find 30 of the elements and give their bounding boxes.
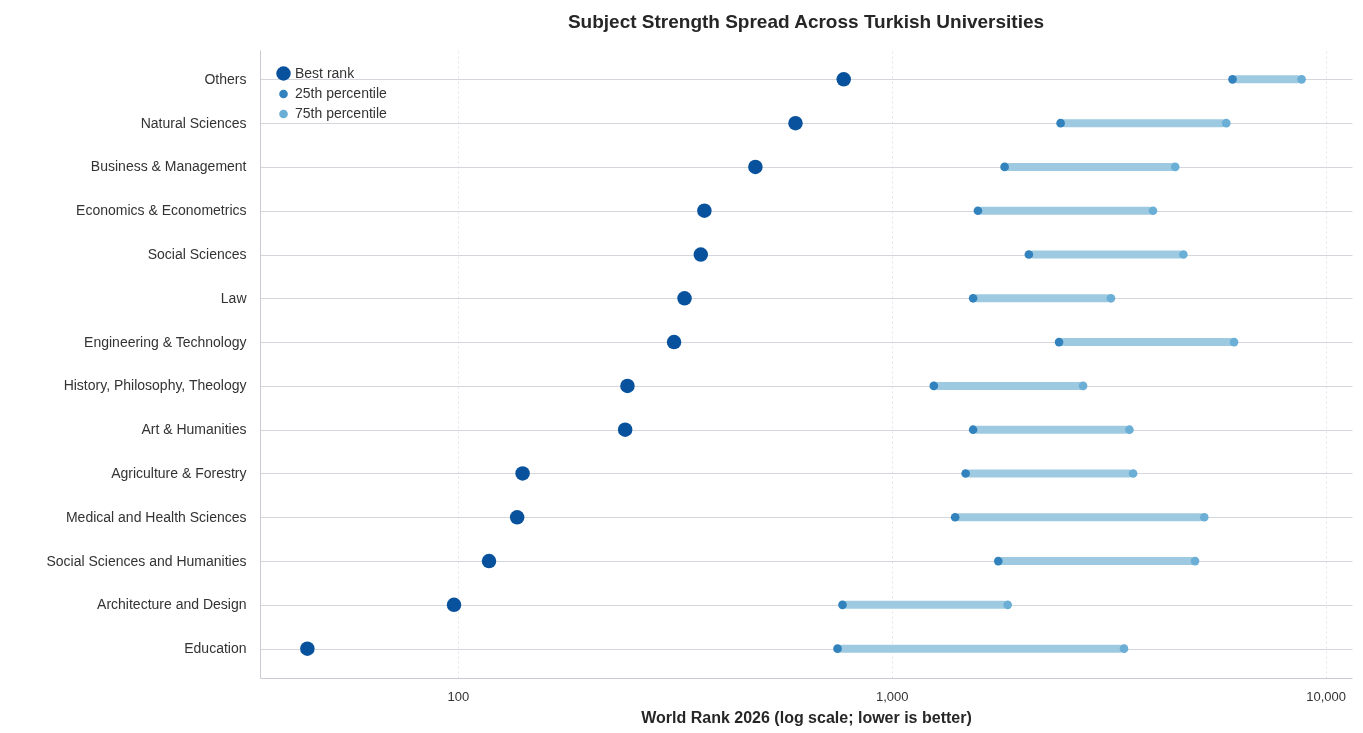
bar: [842, 600, 1008, 609]
y-tick-label: Architecture and Design: [97, 596, 247, 613]
bar: [973, 425, 1130, 434]
bar: [1060, 119, 1227, 128]
bar: [973, 294, 1111, 303]
y-tick-label: History, Philosophy, Theology: [63, 377, 247, 394]
y-tick-label: Others: [204, 70, 247, 87]
bar: [1059, 338, 1235, 347]
legend-label: 75th percentile: [295, 105, 388, 121]
legend-label: Best rank: [295, 64, 356, 81]
x-tick-label: 100: [447, 688, 470, 704]
y-tick-label: Engineering & Technology: [84, 333, 247, 350]
y-tick-label: Business & Management: [90, 158, 247, 175]
y-tick-label: Art & Humanities: [141, 421, 247, 438]
y-tick-label: Natural Sciences: [140, 114, 247, 131]
bar: [1004, 162, 1176, 171]
bar: [933, 381, 1084, 390]
y-tick-label: Social Sciences: [147, 246, 247, 263]
y-tick-label: Law: [220, 289, 248, 306]
x-axis-title: World Rank 2026 (log scale; lower is better): [641, 708, 972, 726]
x-tick-label: 10,000: [1306, 688, 1347, 704]
chart-title: Subject Strength Spread Across Turkish Universities: [567, 11, 1045, 32]
y-tick-label: Social Sciences and Humanities: [46, 552, 247, 569]
x-tick-label: 1,000: [875, 688, 909, 704]
legend-label: 25th percentile: [295, 85, 388, 101]
y-tick-label: Education: [184, 640, 247, 657]
bar: [998, 557, 1196, 566]
y-tick-label: Medical and Health Sciences: [65, 508, 247, 525]
y-tick-label: Economics & Econometrics: [76, 202, 247, 219]
y-tick-label: Agriculture & Forestry: [111, 464, 247, 481]
